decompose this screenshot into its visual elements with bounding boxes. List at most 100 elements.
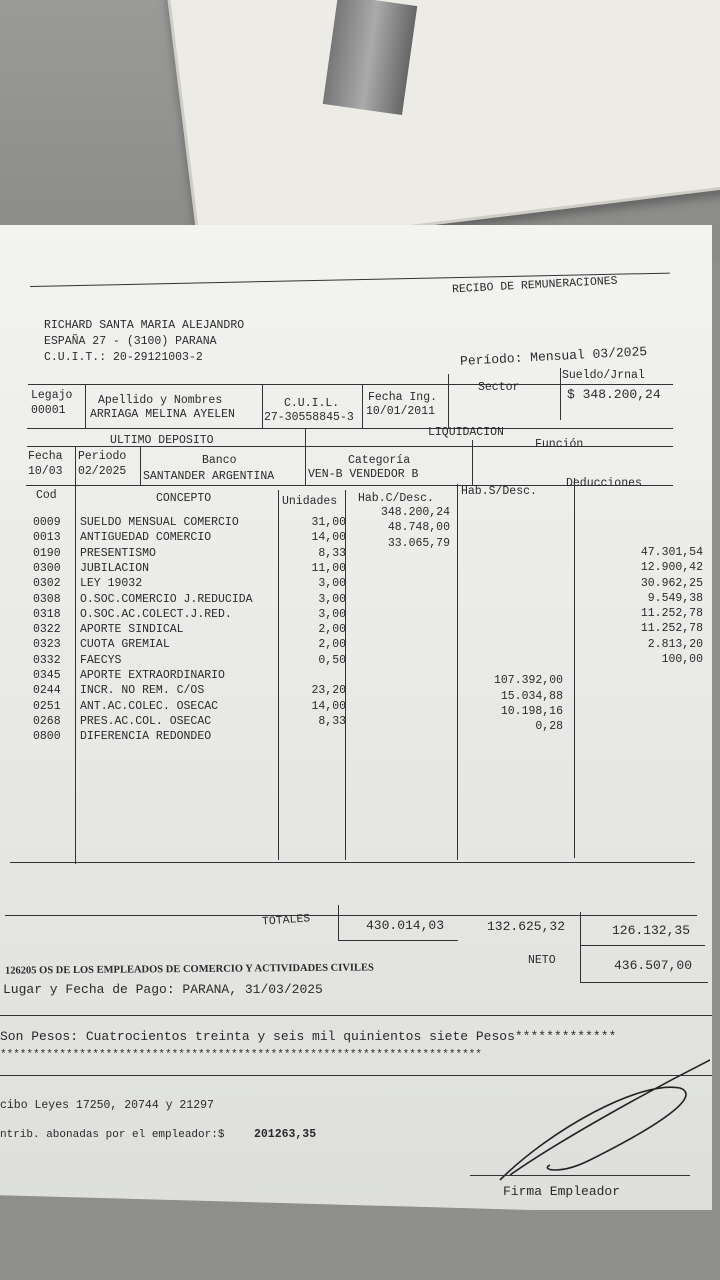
row-cod: 0318 bbox=[33, 607, 61, 621]
cuil-value: 27-30558845-3 bbox=[264, 411, 354, 424]
metal-clip bbox=[322, 0, 418, 116]
row-concepto: ANT.AC.COLEC. OSECAC bbox=[80, 699, 219, 713]
row-hab-c-desc: 48.748,00 bbox=[387, 521, 450, 535]
divider bbox=[338, 905, 339, 941]
row-unidades: 2,00 bbox=[318, 638, 346, 652]
banco-value: SANTANDER ARGENTINA bbox=[143, 470, 275, 483]
divider bbox=[362, 384, 363, 428]
row-cod: 0251 bbox=[33, 699, 61, 713]
employee-signature bbox=[499, 1059, 710, 1181]
row-hab-s-desc: 10.198,16 bbox=[500, 704, 563, 718]
row-hab-s-desc: 107.392,00 bbox=[493, 674, 563, 688]
divider bbox=[262, 384, 263, 428]
row-deducciones: 2.813,20 bbox=[647, 637, 703, 651]
divider bbox=[10, 862, 695, 863]
divider bbox=[580, 982, 708, 983]
periodo-label: Periodo bbox=[78, 450, 127, 463]
row-concepto: ANTIGUEDAD COMERCIO bbox=[80, 531, 212, 545]
col-header-hab-c-desc: Hab.C/Desc. bbox=[358, 492, 434, 505]
row-cod: 0009 bbox=[33, 516, 61, 529]
neto-value: 436.507,00 bbox=[614, 958, 693, 973]
row-concepto: PRESENTISMO bbox=[80, 546, 156, 560]
row-cod: 0332 bbox=[33, 653, 61, 667]
row-concepto: FAECYS bbox=[80, 653, 122, 667]
row-cod: 0300 bbox=[33, 561, 61, 575]
row-hab-c-desc: 348.200,24 bbox=[380, 506, 450, 519]
col-header-deducciones: Deducciones bbox=[566, 477, 642, 490]
row-concepto: INCR. NO REM. C/OS bbox=[80, 684, 205, 698]
divider bbox=[345, 490, 346, 860]
row-concepto: DIFERENCIA REDONDEO bbox=[80, 730, 212, 744]
divider bbox=[457, 484, 458, 860]
row-unidades: 31,00 bbox=[311, 516, 346, 529]
row-unidades: 3,00 bbox=[318, 592, 346, 606]
divider bbox=[448, 374, 449, 428]
row-cod: 0190 bbox=[33, 546, 61, 560]
row-unidades: 14,00 bbox=[311, 531, 346, 545]
col-header-hab-s-desc: Hab.S/Desc. bbox=[461, 485, 537, 498]
sueldo-value: $ 348.200,24 bbox=[567, 387, 661, 402]
divider bbox=[5, 915, 697, 916]
contrib-label: ntrib. abonadas por el empleador:$ bbox=[0, 1129, 225, 1141]
row-concepto: PRES.AC.COL. OSECAC bbox=[80, 714, 212, 728]
liquidacion-title: LIQUIDACION bbox=[428, 426, 504, 439]
divider bbox=[140, 446, 141, 486]
row-unidades: 23,20 bbox=[311, 684, 346, 698]
total-hab-c-desc: 430.014,03 bbox=[366, 918, 445, 933]
col-header-concepto: CONCEPTO bbox=[156, 492, 212, 505]
leyes-text: cibo Leyes 17250, 20744 y 21297 bbox=[0, 1099, 214, 1112]
row-cod: 0302 bbox=[33, 577, 61, 591]
row-cod: 0244 bbox=[33, 684, 61, 698]
periodo-value: 02/2025 bbox=[78, 465, 127, 478]
row-deducciones: 9.549,38 bbox=[647, 591, 703, 605]
employer-address: ESPAÑA 27 - (3100) PARANA bbox=[44, 335, 217, 348]
divider bbox=[580, 945, 705, 946]
row-cod: 0800 bbox=[33, 730, 61, 744]
divider bbox=[0, 1015, 712, 1016]
divider bbox=[75, 446, 76, 486]
divider bbox=[0, 1075, 712, 1076]
divider bbox=[75, 486, 76, 864]
asterisk-fill: ****************************************… bbox=[0, 1049, 482, 1061]
employer-name: RICHARD SANTA MARIA ALEJANDRO bbox=[44, 319, 245, 332]
categoria-label: Categoría bbox=[348, 454, 411, 467]
legajo-label: Legajo bbox=[31, 389, 73, 402]
row-deducciones: 47.301,54 bbox=[640, 545, 703, 559]
row-unidades: 11,00 bbox=[311, 561, 346, 575]
col-header-unidades: Unidades bbox=[282, 495, 338, 508]
row-concepto: SUELDO MENSUAL COMERCIO bbox=[80, 516, 239, 529]
row-deducciones: 30.962,25 bbox=[640, 576, 703, 590]
row-concepto: APORTE SINDICAL bbox=[80, 623, 184, 637]
row-concepto: JUBILACION bbox=[80, 561, 150, 575]
funcion-label: Función bbox=[535, 438, 584, 451]
row-unidades: 8,33 bbox=[318, 546, 346, 560]
fecha-value: 10/03 bbox=[28, 465, 63, 478]
divider bbox=[27, 428, 673, 429]
divider bbox=[27, 446, 673, 447]
divider bbox=[26, 485, 673, 486]
fecha-ing-value: 10/01/2011 bbox=[366, 405, 436, 418]
row-unidades: 14,00 bbox=[311, 699, 346, 713]
row-cod: 0323 bbox=[33, 638, 61, 652]
banco-label: Banco bbox=[202, 454, 237, 467]
total-hab-s-desc: 132.625,32 bbox=[487, 919, 566, 934]
row-deducciones: 100,00 bbox=[661, 653, 703, 666]
divider bbox=[278, 490, 279, 860]
total-deducciones: 126.132,35 bbox=[612, 923, 691, 938]
contrib-value: 201263,35 bbox=[254, 1128, 317, 1141]
neto-label: NETO bbox=[528, 954, 556, 967]
row-hab-s-desc: 15.034,88 bbox=[500, 689, 563, 703]
row-unidades: 8,33 bbox=[318, 714, 346, 728]
row-cod: 0268 bbox=[33, 714, 61, 728]
row-hab-s-desc: 0,28 bbox=[535, 720, 563, 734]
row-cod: 0308 bbox=[33, 592, 61, 606]
signature-line bbox=[470, 1175, 690, 1176]
row-concepto: LEY 19032 bbox=[80, 577, 143, 591]
table-surface-bottom bbox=[0, 1210, 720, 1280]
divider bbox=[338, 940, 458, 941]
fecha-ing-label: Fecha Ing. bbox=[368, 391, 438, 404]
lugar-fecha-pago: Lugar y Fecha de Pago: PARANA, 31/03/202… bbox=[3, 982, 323, 997]
son-pesos: Son Pesos: Cuatrocientos treinta y seis … bbox=[0, 1029, 617, 1044]
payslip-paper bbox=[0, 225, 712, 1215]
divider bbox=[305, 428, 306, 486]
